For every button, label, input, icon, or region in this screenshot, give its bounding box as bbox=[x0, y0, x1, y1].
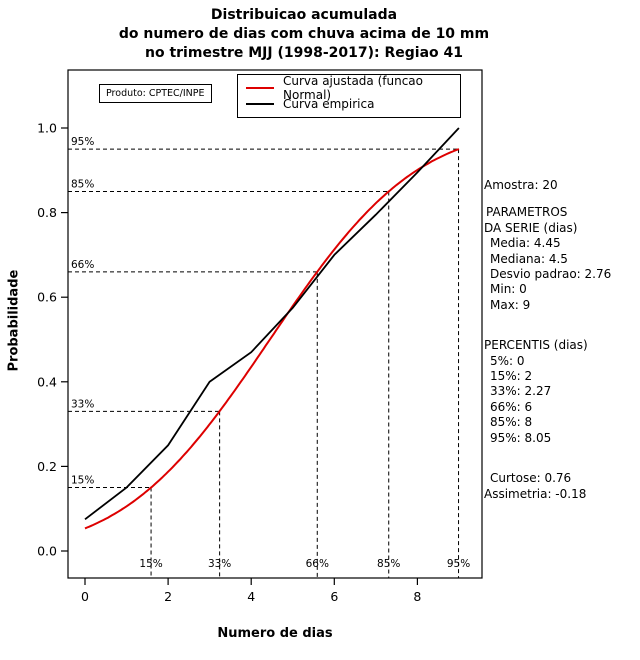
svg-text:0: 0 bbox=[81, 589, 89, 604]
svg-text:15%: 15% bbox=[139, 558, 162, 570]
parametros-header-2: DA SERIE (dias) bbox=[484, 220, 578, 235]
svg-text:15%: 15% bbox=[71, 475, 94, 487]
stat-min: Min: 0 bbox=[490, 282, 527, 297]
chart-title: Distribuicao acumulada do numero de dias… bbox=[0, 6, 608, 63]
chart-title-line3: no trimestre MJJ (1998-2017): Regiao 41 bbox=[145, 45, 463, 61]
chart-title-line1: Distribuicao acumulada bbox=[210, 7, 398, 23]
stat-max: Max: 9 bbox=[490, 297, 531, 312]
legend-fitted-swatch bbox=[246, 87, 274, 89]
legend-empirical-label: Curva empirica bbox=[283, 97, 375, 111]
svg-text:85%: 85% bbox=[377, 558, 400, 570]
stat-mediana: Mediana: 4.5 bbox=[490, 251, 568, 266]
percentis-header: PERCENTIS (dias) bbox=[484, 338, 588, 353]
svg-text:4: 4 bbox=[247, 589, 255, 604]
plot-box bbox=[67, 69, 483, 579]
percentil-85: 85%: 8 bbox=[490, 415, 533, 430]
svg-text:6: 6 bbox=[330, 589, 338, 604]
svg-text:2: 2 bbox=[164, 589, 172, 604]
svg-text:85%: 85% bbox=[71, 178, 94, 190]
percentil-15: 15%: 2 bbox=[490, 369, 533, 384]
stat-desvio-padrao: Desvio padrao: 2.76 bbox=[490, 267, 612, 282]
legend: Curva ajustada (funcao Normal) Curva emp… bbox=[237, 74, 461, 118]
y-axis-label: Probabilidade bbox=[6, 269, 22, 372]
svg-text:95%: 95% bbox=[71, 136, 94, 148]
svg-text:33%: 33% bbox=[208, 558, 231, 570]
product-label: Produto: CPTEC/INPE bbox=[106, 88, 205, 99]
percentil-5: 5%: 0 bbox=[490, 353, 525, 368]
svg-text:66%: 66% bbox=[306, 558, 329, 570]
percentil-95: 95%: 8.05 bbox=[490, 430, 552, 445]
percentil-66: 66%: 6 bbox=[490, 399, 533, 414]
svg-text:0.8: 0.8 bbox=[37, 205, 57, 220]
stat-curtose: Curtose: 0.76 bbox=[490, 471, 572, 486]
y-axis-ticks: 0.0 0.2 0.4 0.6 0.8 1.0 bbox=[37, 121, 68, 559]
chart-title-line2: do numero de dias com chuva acima de 10 … bbox=[118, 26, 490, 42]
svg-text:0.0: 0.0 bbox=[37, 544, 57, 559]
svg-text:0.2: 0.2 bbox=[37, 459, 57, 474]
percentil-33: 33%: 2.27 bbox=[490, 384, 552, 399]
svg-text:1.0: 1.0 bbox=[37, 121, 57, 136]
parametros-header-1: PARAMETROS bbox=[486, 205, 568, 220]
stat-assimetria: Assimetria: -0.18 bbox=[484, 486, 587, 501]
fitted-curve bbox=[84, 148, 460, 530]
legend-fitted-label: Curva ajustada (funcao Normal) bbox=[283, 74, 423, 102]
svg-text:33%: 33% bbox=[71, 398, 94, 410]
svg-text:0.6: 0.6 bbox=[37, 290, 57, 305]
legend-entry-empirical: Curva empirica bbox=[246, 96, 452, 112]
stat-media: Media: 4.45 bbox=[490, 236, 561, 251]
product-label-box: Produto: CPTEC/INPE bbox=[99, 84, 212, 103]
svg-text:0.4: 0.4 bbox=[37, 374, 57, 389]
svg-text:95%: 95% bbox=[447, 558, 470, 570]
x-axis-label: Numero de dias bbox=[217, 626, 333, 641]
percentile-guides: 15% 15% 33% 33% 66% 66% 85% 85% 95% 95% bbox=[68, 136, 470, 578]
svg-text:8: 8 bbox=[413, 589, 421, 604]
legend-empirical-swatch bbox=[246, 103, 274, 105]
x-axis-ticks: 0 2 4 6 8 bbox=[81, 578, 421, 604]
svg-text:66%: 66% bbox=[71, 259, 94, 271]
legend-entry-fitted: Curva ajustada (funcao Normal) bbox=[246, 74, 452, 102]
empirical-curve bbox=[84, 127, 460, 521]
stat-amostra: Amostra: 20 bbox=[484, 178, 558, 192]
stats-panel: Amostra: 20 PARAMETROS DA SERIE (dias) M… bbox=[484, 178, 640, 502]
